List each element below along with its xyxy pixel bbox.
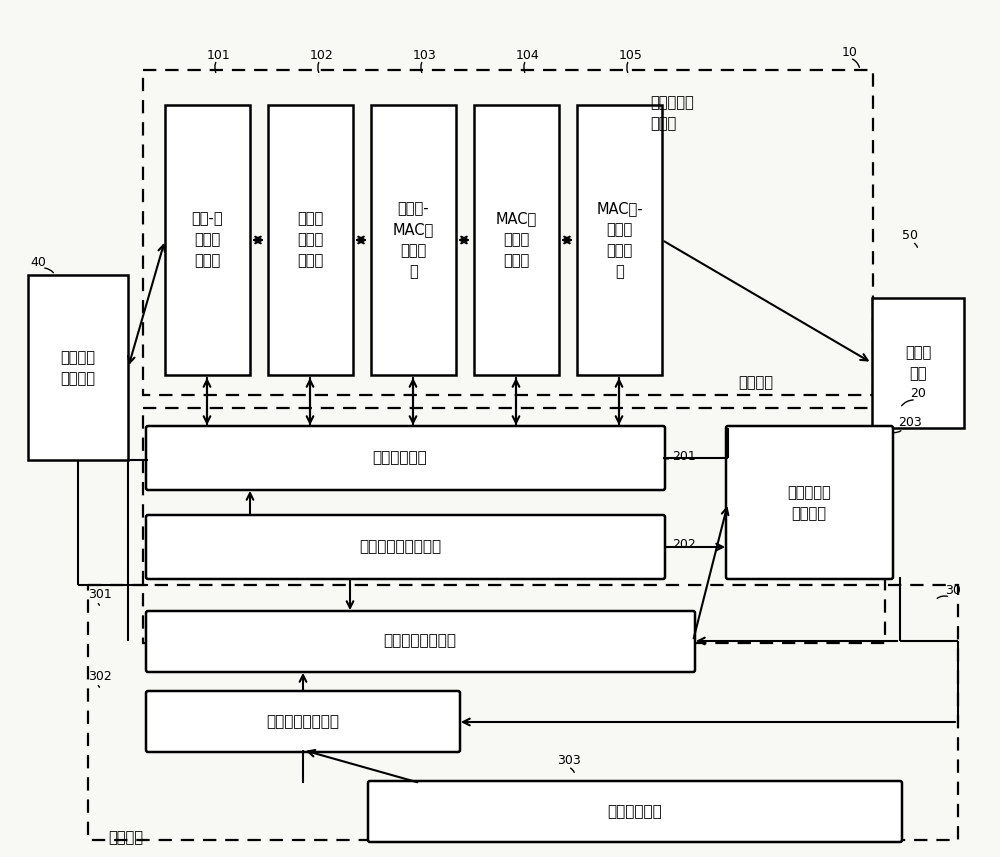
- Text: 104: 104: [516, 49, 540, 62]
- Text: 105: 105: [619, 49, 643, 62]
- Text: 信号前端控制模块: 信号前端控制模块: [266, 715, 340, 729]
- Bar: [577, 105, 662, 375]
- Bar: [143, 408, 885, 643]
- Bar: [371, 105, 456, 375]
- Bar: [165, 105, 250, 375]
- Text: 物理层
协议处
理模块: 物理层 协议处 理模块: [297, 212, 324, 268]
- Text: 301: 301: [88, 589, 112, 602]
- Text: 203: 203: [898, 416, 922, 428]
- Text: 物理层-
MAC层
适配模
块: 物理层- MAC层 适配模 块: [393, 201, 434, 279]
- Text: 101: 101: [207, 49, 231, 62]
- Text: MAC层-
网络层
适配模
块: MAC层- 网络层 适配模 块: [596, 201, 643, 279]
- Bar: [88, 585, 958, 840]
- Text: 信号后端控制模块: 信号后端控制模块: [384, 633, 456, 649]
- Text: 202: 202: [672, 537, 696, 550]
- Text: 103: 103: [413, 49, 437, 62]
- Text: 信号后端处
理单元: 信号后端处 理单元: [650, 95, 694, 131]
- Bar: [474, 105, 559, 375]
- Text: 50: 50: [902, 229, 918, 242]
- Text: 传输协议配
置函数库: 传输协议配 置函数库: [787, 485, 831, 521]
- Bar: [872, 298, 964, 428]
- FancyBboxPatch shape: [726, 426, 893, 579]
- FancyBboxPatch shape: [368, 781, 902, 842]
- FancyBboxPatch shape: [146, 691, 460, 752]
- Text: 303: 303: [557, 753, 581, 766]
- Text: 传输协议处理函数库: 传输协议处理函数库: [359, 540, 441, 554]
- Text: 资源控制模块: 资源控制模块: [608, 805, 662, 819]
- Bar: [268, 105, 353, 375]
- Text: 中间件函数库: 中间件函数库: [373, 451, 427, 465]
- Text: 网络层
接口: 网络层 接口: [905, 345, 931, 381]
- Text: 302: 302: [88, 670, 112, 684]
- Text: 40: 40: [30, 255, 46, 268]
- FancyBboxPatch shape: [146, 611, 695, 672]
- Text: 30: 30: [945, 584, 961, 596]
- Text: 配置单元: 配置单元: [738, 375, 773, 390]
- Text: 20: 20: [910, 387, 926, 399]
- Text: 10: 10: [842, 45, 858, 58]
- FancyBboxPatch shape: [146, 426, 665, 490]
- Bar: [143, 70, 873, 395]
- Text: MAC层
协议处
理模块: MAC层 协议处 理模块: [496, 212, 537, 268]
- Text: 控制单元: 控制单元: [108, 830, 143, 845]
- FancyBboxPatch shape: [146, 515, 665, 579]
- Bar: [28, 275, 128, 460]
- Text: 信号前端
处理单元: 信号前端 处理单元: [60, 350, 96, 386]
- Text: 102: 102: [310, 49, 334, 62]
- Text: 前端-物
理层适
配模块: 前端-物 理层适 配模块: [192, 212, 223, 268]
- Text: 201: 201: [672, 450, 696, 463]
